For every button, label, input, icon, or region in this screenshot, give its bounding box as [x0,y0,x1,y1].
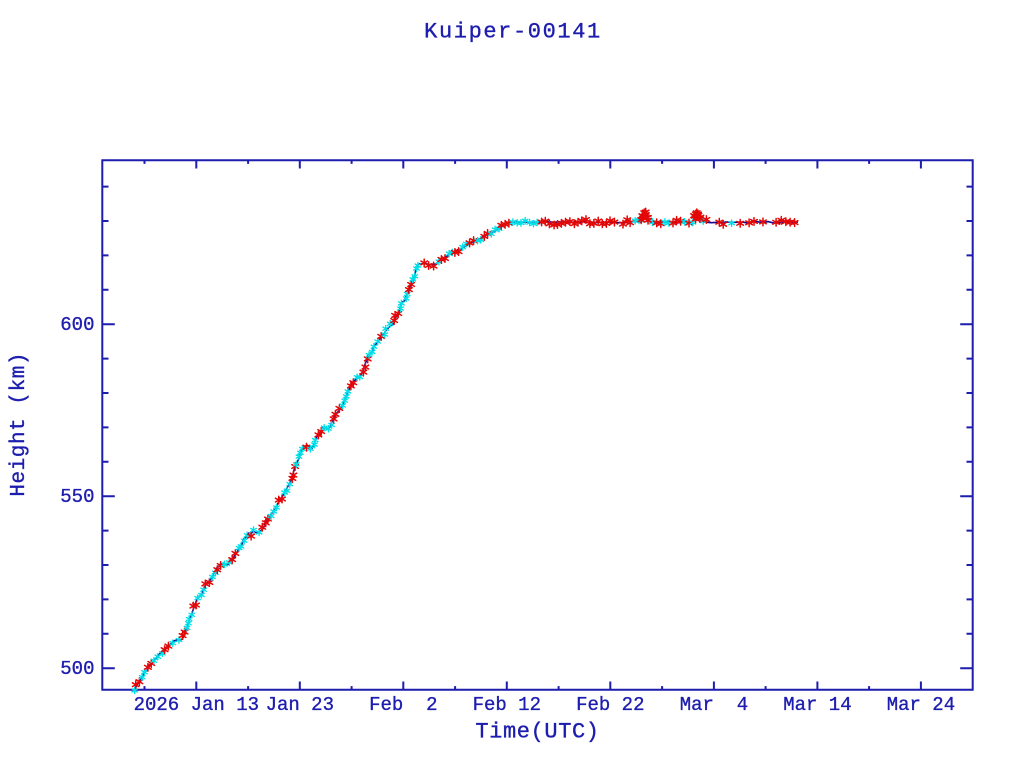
svg-text:600: 600 [60,314,94,336]
svg-text:Kuiper-00141: Kuiper-00141 [424,20,602,45]
svg-text:Feb 12: Feb 12 [473,694,541,716]
svg-text:Jan 23: Jan 23 [266,694,334,716]
svg-text:500: 500 [60,658,94,680]
svg-text:Mar 14: Mar 14 [783,694,851,716]
svg-text:Mar 4: Mar 4 [680,694,748,716]
svg-text:Height (km): Height (km) [8,352,31,497]
svg-text:Mar 24: Mar 24 [887,694,955,716]
svg-text:550: 550 [60,486,94,508]
svg-text:Feb 22: Feb 22 [576,694,644,716]
svg-text:Feb 2: Feb 2 [369,694,437,716]
svg-text:2026 Jan 13: 2026 Jan 13 [134,694,259,716]
svg-text:Time(UTC): Time(UTC) [475,720,599,745]
